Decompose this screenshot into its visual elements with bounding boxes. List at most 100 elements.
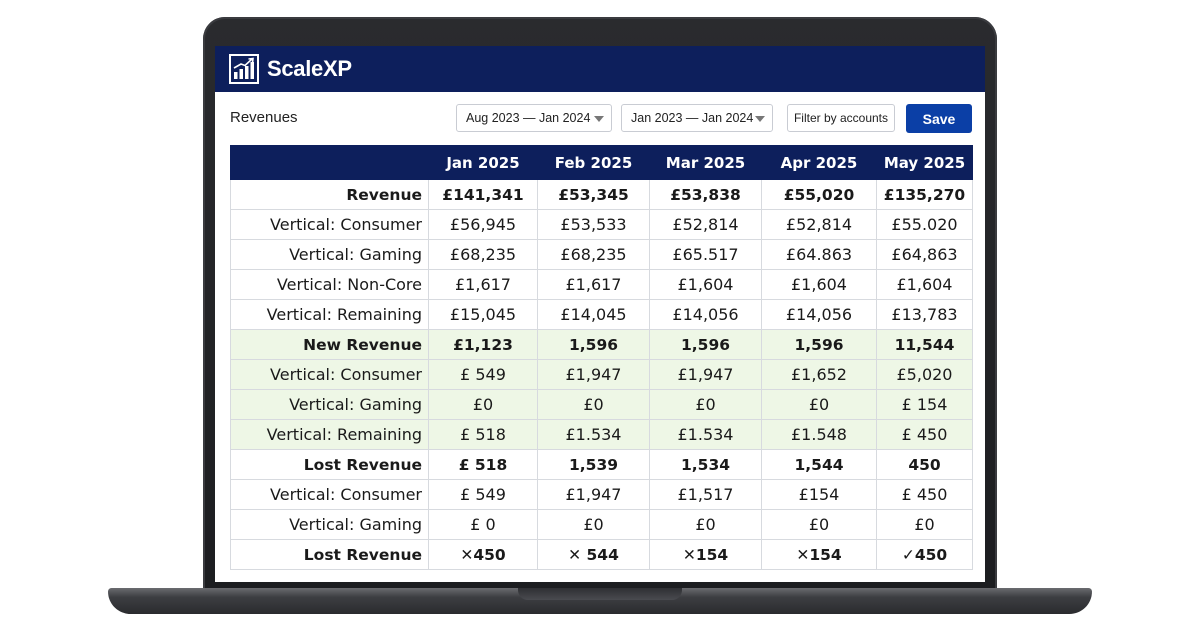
table-cell[interactable]: £1,947 [537,479,650,510]
revenue-table: Jan 2025 Feb 2025 Mar 2025 Apr 2025 May … [230,145,973,570]
save-button[interactable]: Save [906,104,972,133]
table-cell[interactable]: £ 450 [876,479,973,510]
table-cell[interactable]: £5,020 [876,359,973,390]
row-label: Vertical: Non-Core [230,269,429,300]
table-cell[interactable]: £52,814 [761,209,877,240]
table-cell[interactable]: £64,863 [876,239,973,270]
table-cell[interactable]: £14,056 [649,299,762,330]
table-cell[interactable]: £0 [537,389,650,420]
table-cell[interactable]: £0 [649,509,762,540]
app-screen: ScaleXP Revenues Aug 2023 — Jan 2024 Jan… [215,46,985,582]
table-cell[interactable]: 1,596 [761,329,877,360]
table-cell[interactable]: £1.534 [649,419,762,450]
table-cell[interactable]: £ 518 [428,449,538,480]
table-cell[interactable]: £1,604 [649,269,762,300]
date-range-dropdown-1[interactable]: Aug 2023 — Jan 2024 [456,104,612,132]
table-cell[interactable]: £ 549 [428,479,538,510]
table-cell[interactable]: £0 [428,389,538,420]
column-header[interactable]: Apr 2025 [761,145,877,180]
table-row: New Revenue £1,123 1,596 1,596 1,596 11,544 [230,329,973,360]
table-cell[interactable]: £1,604 [761,269,877,300]
date-range-1-value: Aug 2023 — Jan 2024 [466,111,591,125]
table-cell[interactable]: 1,534 [649,449,762,480]
table-cell[interactable]: 450 [876,449,973,480]
table-row: Vertical: Consumer £ 549 £1,947 £1,947 £1,65… [230,359,973,390]
column-header[interactable]: Feb 2025 [537,145,650,180]
table-cell[interactable]: £ 154 [876,389,973,420]
table-cell[interactable]: ✕450 [428,539,538,570]
table-row: Vertical: Consumer £56,945 £53,533 £52,814 £… [230,209,973,240]
table-row: Vertical: Gaming £ 0 £0 £0 £0 £0 [230,509,973,540]
table-cell[interactable]: £0 [876,509,973,540]
table-cell[interactable]: £154 [761,479,877,510]
app-header: ScaleXP [215,46,985,92]
table-cell[interactable]: £0 [537,509,650,540]
table-cell[interactable]: £68,235 [428,239,538,270]
table-cell[interactable]: £1,947 [649,359,762,390]
table-cell[interactable]: £ 0 [428,509,538,540]
table-cell[interactable]: 1,539 [537,449,650,480]
table-cell[interactable]: £0 [649,389,762,420]
filter-by-accounts-button[interactable]: Filter by accounts [787,104,895,132]
table-cell[interactable]: 1,544 [761,449,877,480]
table-cell[interactable]: £0 [761,509,877,540]
date-range-2-value: Jan 2023 — Jan 2024 [631,111,754,125]
table-cell[interactable]: £1,517 [649,479,762,510]
table-cell[interactable]: ✕154 [649,539,762,570]
table-cell[interactable]: £1,604 [876,269,973,300]
table-cell[interactable]: £13,783 [876,299,973,330]
table-cell[interactable]: £1,617 [537,269,650,300]
table-cell[interactable]: ✕ 544 [537,539,650,570]
table-header-row: Jan 2025 Feb 2025 Mar 2025 Apr 2025 May … [230,145,973,180]
table-cell[interactable]: 11,544 [876,329,973,360]
table-cell[interactable]: £1,617 [428,269,538,300]
brand-name: ScaleXP [267,56,352,81]
table-cell[interactable]: £15,045 [428,299,538,330]
table-body: Revenue £141,341 £53,345 £53,838 £55,020 £135… [230,179,973,570]
table-cell[interactable]: £64.863 [761,239,877,270]
table-row: Vertical: Remaining £15,045 £14,045 £14,056… [230,299,973,330]
table-cell[interactable]: £141,341 [428,179,538,210]
table-row: Lost Revenue £ 518 1,539 1,534 1,544 450 [230,449,973,480]
table-cell[interactable]: £0 [761,389,877,420]
table-cell[interactable]: £1.534 [537,419,650,450]
table-row: Vertical: Non-Core £1,617 £1,617 £1,604 £1,6… [230,269,973,300]
row-label: Vertical: Gaming [230,239,429,270]
table-cell[interactable]: £65.517 [649,239,762,270]
table-cell[interactable]: £ 549 [428,359,538,390]
table-cell[interactable]: £1,123 [428,329,538,360]
column-header[interactable]: May 2025 [876,145,973,180]
table-cell[interactable]: ✕154 [761,539,877,570]
table-cell[interactable]: £53,533 [537,209,650,240]
table-cell[interactable]: £135,270 [876,179,973,210]
table-cell[interactable]: 1,596 [537,329,650,360]
column-header[interactable]: Jan 2025 [428,145,538,180]
table-cell[interactable]: £68,235 [537,239,650,270]
page-title: Revenues [230,109,298,126]
date-range-dropdown-2[interactable]: Jan 2023 — Jan 2024 [621,104,773,132]
table-cell[interactable]: £52,814 [649,209,762,240]
table-cell[interactable]: £ 518 [428,419,538,450]
table-row: Vertical: Consumer £ 549 £1,947 £1,517 £154 £… [230,479,973,510]
table-row: Vertical: Gaming £68,235 £68,235 £65.517 £64… [230,239,973,270]
table-cell[interactable]: £1,652 [761,359,877,390]
laptop-notch [518,588,682,600]
table-cell[interactable]: £53,838 [649,179,762,210]
table-cell[interactable]: £ 450 [876,419,973,450]
table-cell[interactable]: £14,056 [761,299,877,330]
table-cell[interactable]: £55,020 [761,179,877,210]
row-label: Vertical: Remaining [230,299,429,330]
table-cell[interactable]: £55.020 [876,209,973,240]
table-cell[interactable]: £14,045 [537,299,650,330]
column-header[interactable]: Mar 2025 [649,145,762,180]
table-cell[interactable]: £1,947 [537,359,650,390]
caret-down-icon [594,116,604,122]
table-cell[interactable]: ✓450 [876,539,973,570]
table-cell[interactable]: £56,945 [428,209,538,240]
caret-down-icon [755,116,765,122]
table-cell[interactable]: 1,596 [649,329,762,360]
table-cell[interactable]: £1.548 [761,419,877,450]
table-cell[interactable]: £53,345 [537,179,650,210]
row-label: Vertical: Remaining [230,419,429,450]
table-row: Lost Revenue ✕450 ✕ 544 ✕154 ✕154 ✓450 [230,539,973,570]
